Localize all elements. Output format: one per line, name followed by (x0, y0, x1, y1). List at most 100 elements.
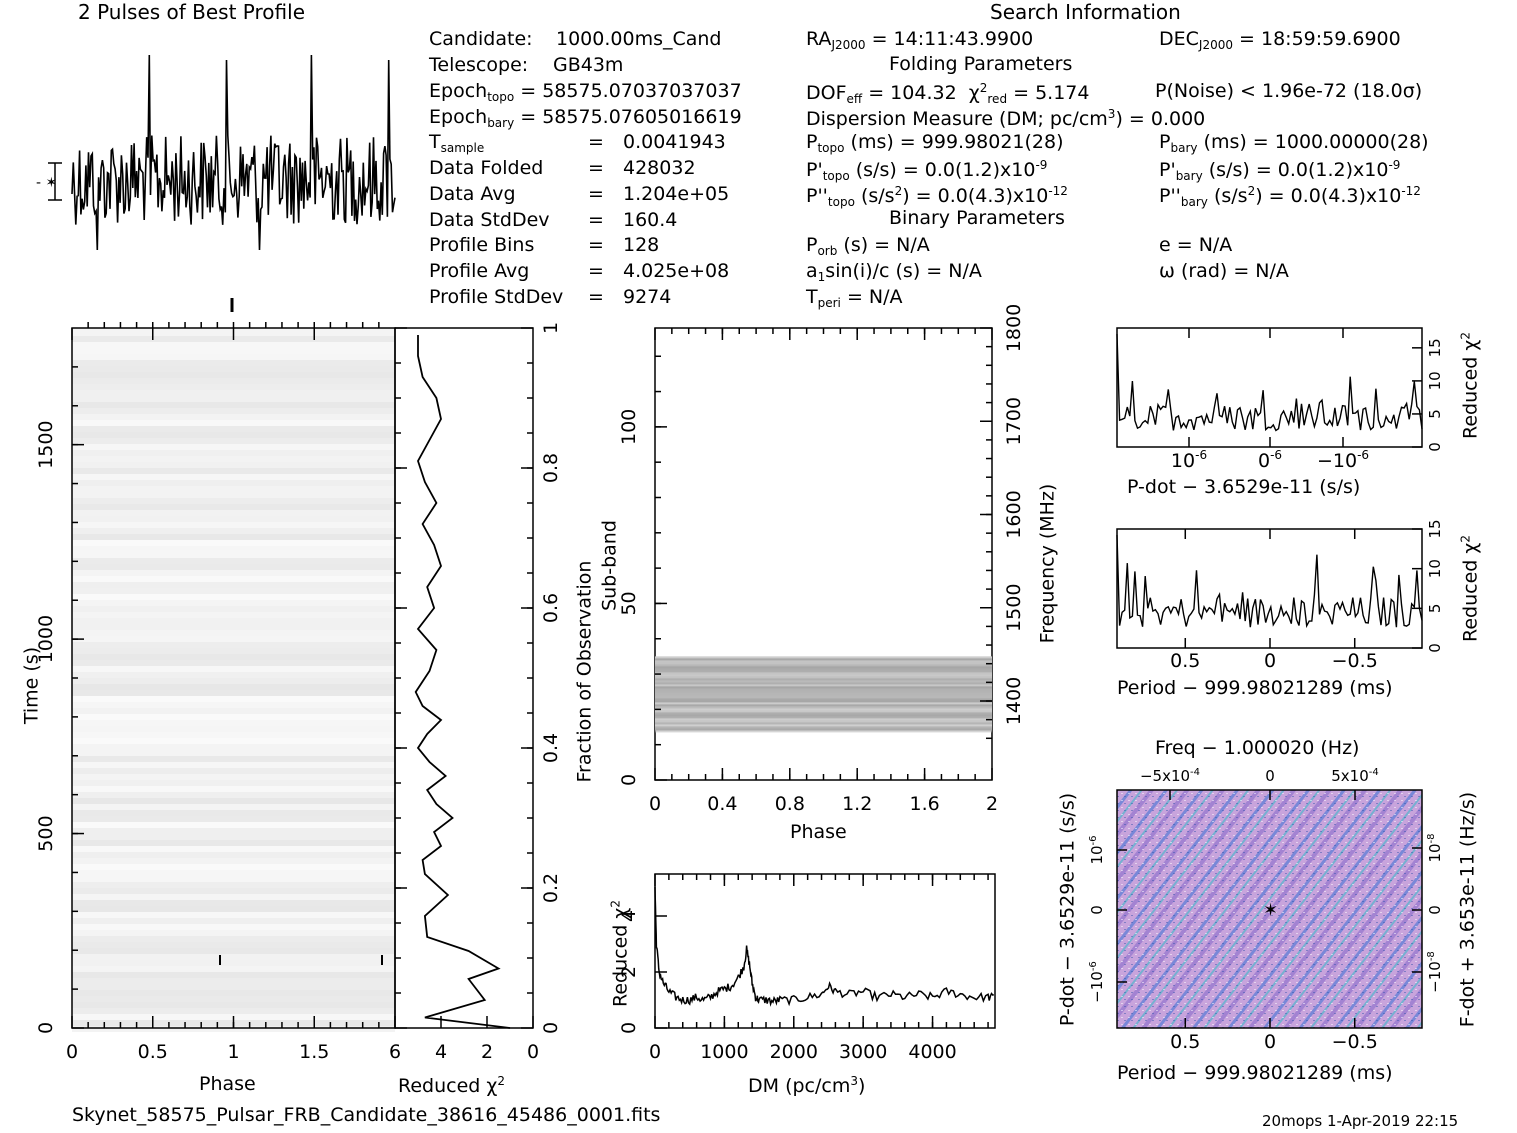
subband-xtick: 1.2 (842, 793, 872, 815)
time-phase-xtick: 1.5 (299, 1041, 329, 1063)
pdot-ytick: 5 (1426, 409, 1444, 419)
subband-right-ylabel: Frequency (MHz) (1036, 483, 1059, 644)
folding-title: Folding Parameters (889, 53, 1073, 75)
subband-xtick: 0.8 (775, 793, 805, 815)
period-xlabel: Period − 999.98021289 (ms) (1117, 677, 1393, 699)
ecc-line: e = N/A (1159, 234, 1233, 256)
p-pdot-title: Freq − 1.000020 (Hz) (1155, 737, 1360, 759)
p-pdot-right-ytick: 10-8 (1426, 833, 1444, 862)
period-xtick: −0.5 (1332, 650, 1378, 672)
profile-stddev-value: 9274 (623, 286, 672, 308)
search-title: Search Information (990, 0, 1181, 24)
period-xtick: 0.5 (1170, 650, 1200, 672)
pdot-xtick: 0-6 (1258, 448, 1282, 472)
time-phase-xtick: 0.5 (138, 1041, 168, 1063)
time-chi2-series-line (414, 335, 511, 1029)
period-chi2-series-line (1116, 534, 1423, 629)
subband-ytick: 100 (618, 409, 640, 445)
time-phase-ytick: 1000 (35, 615, 57, 663)
time-phase-xlabel: Phase (199, 1073, 256, 1095)
p-bary-line: Pbary (ms) = 1000.00000(28) (1159, 131, 1429, 155)
dm-xtick: 0 (649, 1041, 661, 1063)
pdot-xtick: 10-6 (1171, 448, 1207, 472)
a1-line: a1sin(i)/c (s) = N/A (806, 260, 982, 284)
p-pdot-top-xtick: 0 (1265, 767, 1275, 785)
ra-line: RAJ2000 = 14:11:43.9900 (806, 28, 1034, 52)
fraction-ytick: 0.4 (540, 733, 562, 763)
time-phase-ylabel: Time (s) (20, 646, 43, 725)
subband-xtick: 2 (986, 793, 998, 815)
time-phase-plot (71, 322, 533, 1032)
pdot-ytick: 0 (1426, 442, 1444, 452)
time-chi2-xlabel: Reduced χ2 (398, 1074, 505, 1097)
tperi-line: Tperi = N/A (806, 286, 903, 310)
dm-chi2-series-line (654, 886, 994, 1007)
data-folded-value: 428032 (623, 157, 696, 179)
dm-ytick: 2 (618, 966, 640, 978)
period-xtick: 0 (1264, 650, 1276, 672)
time-phase-xtick: 1 (227, 1041, 239, 1063)
p-topo-line: Ptopo (ms) = 999.98021(28) (806, 131, 1064, 155)
pdot-ylabel: Reduced χ2 (1458, 332, 1482, 439)
dec-line: DECJ2000 = 18:59:59.6900 (1159, 28, 1401, 52)
p-pdot-ytick: −10-6 (1088, 961, 1106, 1003)
frequency-ytick: 1700 (1003, 397, 1025, 445)
fraction-ytick: 0 (540, 1022, 562, 1034)
pdot-ytick: 10 (1426, 371, 1444, 390)
p-pdot-xlabel: Period − 999.98021289 (ms) (1117, 1062, 1393, 1084)
pnoise-line: P(Noise) < 1.96e-72 (18.0σ) (1155, 80, 1423, 102)
p-pdot-plot: ✶ 0.5 0 −0.5 −5x10-4 0 5x10-4 10-6 0 −10-6 10-8 0 −… (1088, 767, 1444, 1053)
telescope-value: GB43m (553, 54, 624, 76)
binary-title: Binary Parameters (889, 207, 1065, 229)
time-phase-ytick: 500 (35, 815, 57, 851)
subband-xtick: 0.4 (707, 793, 737, 815)
profile-title: 2 Pulses of Best Profile (78, 0, 305, 24)
dm-chi2-plot: 0 1000 2000 3000 4000 0 2 4 (618, 873, 996, 1063)
footer-stamp: 20mops 1-Apr-2019 22:15 (1262, 1112, 1459, 1130)
pdot-bary-line: P'bary (s/s) = 0.0(1.2)x10-9 (1159, 158, 1401, 183)
pddot-bary-line: P''bary (s/s2) = 0.0(4.3)x10-12 (1159, 184, 1421, 209)
time-chi2-xtick: 0 (527, 1041, 539, 1063)
pdot-xtick: −10-6 (1317, 448, 1369, 472)
p-pdot-xtick: 0.5 (1170, 1031, 1200, 1053)
time-chi2-right-ylabel: Fraction of Observation (573, 560, 596, 783)
p-pdot-xtick: 0 (1264, 1031, 1276, 1053)
profile-plot: - ✶ (36, 54, 396, 312)
time-chi2-xtick: 6 (389, 1041, 401, 1063)
dm-xtick: 3000 (839, 1041, 887, 1063)
frequency-ytick: 1600 (1003, 490, 1025, 538)
frequency-ytick: 1400 (1003, 677, 1025, 725)
dm-xtick: 1000 (700, 1041, 748, 1063)
time-phase-ytick: 1500 (35, 420, 57, 468)
period-ytick: 5 (1426, 604, 1444, 614)
data-stddev-value: 160.4 (623, 209, 678, 231)
pdot-chi2-series-line (1116, 333, 1423, 432)
tsample-value: 0.0041943 (623, 131, 726, 153)
dof-line: DOFeff = 104.32 χ2red = 5.174 (806, 81, 1090, 106)
data-avg-value: 1.204e+05 (623, 183, 730, 205)
pdot-chi2-plot: 10-6 0-6 −10-6 0 5 10 15 (1116, 327, 1444, 472)
p-pdot-ytick: 10-6 (1088, 835, 1106, 864)
svg-text:- ✶: - ✶ (36, 175, 57, 191)
profile-bins-value: 128 (623, 234, 660, 256)
p-pdot-top-xtick: 5x10-4 (1331, 767, 1379, 785)
time-phase-ytick: 0 (35, 1022, 57, 1034)
footer-filename: Skynet_58575_Pulsar_FRB_Candidate_38616_… (72, 1104, 661, 1126)
subband-ylabel: Sub-band (598, 520, 621, 611)
pddot-topo-line: P''topo (s/s2) = 0.0(4.3)x10-12 (806, 184, 1068, 209)
p-pdot-right-ytick: −10-8 (1426, 951, 1444, 993)
period-ylabel: Reduced χ2 (1458, 535, 1482, 642)
period-ytick: 15 (1426, 519, 1444, 538)
time-phase-xtick: 0 (66, 1041, 78, 1063)
pdot-topo-line: P'topo (s/s) = 0.0(1.2)x10-9 (806, 158, 1048, 183)
fraction-ytick: 0.2 (540, 873, 562, 903)
p-pdot-best-marker: ✶ (1263, 900, 1278, 921)
subband-ytick: 0 (618, 774, 640, 786)
subband-ytick: 50 (618, 591, 640, 615)
subband-xlabel: Phase (790, 821, 847, 843)
dm-ytick: 0 (618, 1022, 640, 1034)
subband-xtick: 1.6 (909, 793, 939, 815)
period-chi2-plot: 0.5 0 −0.5 0 5 10 15 (1116, 519, 1444, 672)
pdot-ytick: 15 (1426, 338, 1444, 357)
